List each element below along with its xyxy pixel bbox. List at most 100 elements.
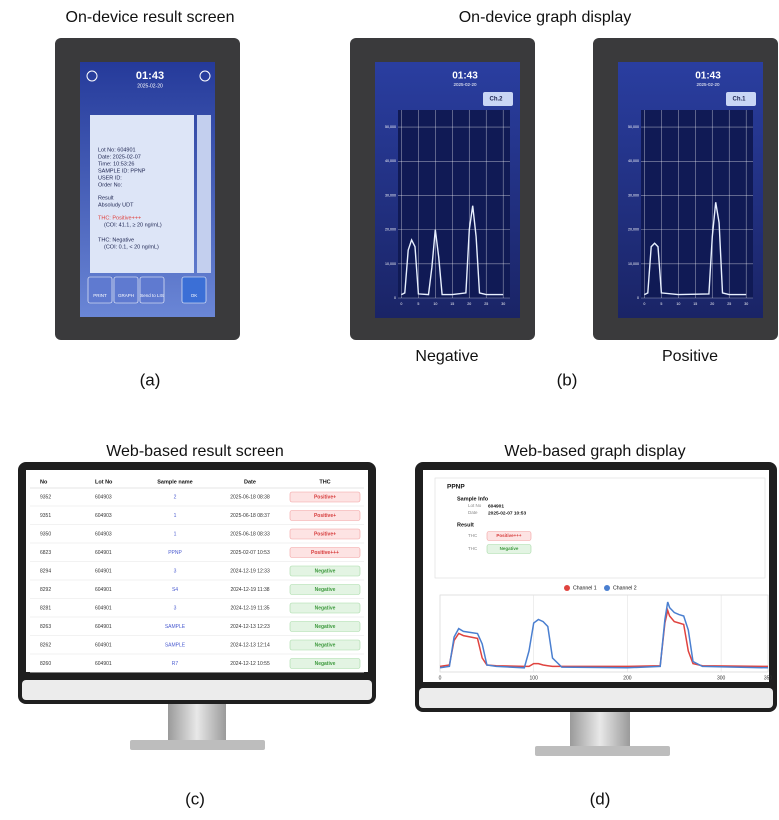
panel-caption: (a) — [140, 370, 161, 389]
panel-caption: (b) — [557, 370, 578, 389]
result-key: THC — [468, 533, 478, 538]
table-cell: 6823 — [40, 550, 51, 556]
y-tick-label: 30,000 — [385, 193, 396, 197]
table-header: Lot No — [95, 479, 113, 485]
x-tick-label: 300 — [717, 675, 726, 681]
info-key: Lot No — [468, 503, 482, 508]
table-cell: 2025-02-07 10:53 — [230, 550, 270, 556]
status-time: 01:43 — [695, 71, 721, 82]
x-tick-label: 5 — [660, 302, 662, 306]
status-time: 01:43 — [452, 71, 478, 82]
table-cell: 2025-06-18 08:37 — [230, 513, 270, 519]
device-button — [88, 277, 112, 303]
table-cell: 604901 — [95, 568, 112, 574]
status-date: 2025-02-20 — [696, 82, 720, 87]
device-button — [140, 277, 164, 303]
monitor-base — [535, 746, 670, 756]
x-tick-label: 10 — [433, 302, 437, 306]
x-tick-label: 25 — [484, 302, 488, 306]
y-tick-label: 40,000 — [385, 159, 396, 163]
status-date: 2025-02-20 — [137, 83, 163, 89]
table-cell: 604901 — [95, 661, 112, 667]
x-tick-label: 25 — [727, 302, 731, 306]
x-tick-label: 0 — [400, 302, 402, 306]
panel-title: On-device result screen — [66, 9, 235, 26]
table-cell: 2 — [174, 494, 177, 500]
legend-label: Channel 1 — [573, 585, 597, 591]
device-button-label: OK — [191, 293, 198, 298]
x-tick-label: 0 — [439, 675, 442, 681]
table-cell: Positive+ — [314, 494, 336, 500]
panel-title: Web-based result screen — [106, 443, 284, 460]
result-value: Positive+++ — [496, 533, 522, 538]
thc-result: THC: Negative — [98, 237, 134, 243]
panel-caption: (c) — [185, 789, 205, 808]
table-cell: Negative — [315, 605, 336, 611]
graph-label: Positive — [662, 348, 718, 365]
scroll-column — [197, 115, 211, 273]
table-cell: Negative — [315, 568, 336, 574]
table-cell: 2024-12-13 12:23 — [230, 624, 270, 630]
figure: On-device result screen01:432025-02-20Lo… — [0, 0, 779, 820]
result-line: Order No: — [98, 182, 123, 188]
result-method: Absoludy UDT — [98, 202, 134, 208]
table-cell: Positive+ — [314, 513, 336, 519]
thc-coi: (COI: 0.1, < 20 ng/mL) — [104, 244, 159, 250]
table-cell: 8260 — [40, 661, 51, 667]
y-tick-label: 0 — [394, 296, 396, 300]
table-cell: 604903 — [95, 531, 112, 537]
thc-result: THC: Positive+++ — [98, 215, 141, 221]
y-tick-label: 50,000 — [628, 125, 639, 129]
plot-area — [398, 110, 510, 298]
table-cell: 604901 — [95, 624, 112, 630]
table-cell: Positive+++ — [311, 550, 339, 556]
result-line: Lot No: 604901 — [98, 147, 136, 153]
y-tick-label: 10,000 — [628, 262, 639, 266]
status-date: 2025-02-20 — [453, 82, 477, 87]
table-cell: 3 — [174, 568, 177, 574]
monitor-stand — [570, 712, 630, 748]
y-tick-label: 50,000 — [385, 125, 396, 129]
table-cell: Negative — [315, 642, 336, 648]
device-button-label: PRINT — [93, 293, 107, 298]
table-cell: 9350 — [40, 531, 51, 537]
device-button — [114, 277, 138, 303]
table-cell: 9352 — [40, 494, 51, 500]
x-tick-label: 20 — [467, 302, 471, 306]
table-cell: PPNP — [168, 550, 182, 556]
table-cell: 604903 — [95, 494, 112, 500]
table-cell: 2024-12-13 12:14 — [230, 642, 270, 648]
table-cell: 1 — [174, 531, 177, 537]
table-header: Sample name — [157, 479, 192, 485]
device-button-label: GRAPH — [118, 293, 134, 298]
x-tick-label: 100 — [530, 675, 539, 681]
sample-name: PPNP — [447, 484, 465, 491]
x-tick-label: 15 — [693, 302, 697, 306]
table-cell: 1 — [174, 513, 177, 519]
info-value: 604901 — [488, 503, 504, 509]
table-cell: 3 — [174, 605, 177, 611]
result-line: Time: 10:53:26 — [98, 161, 134, 167]
legend-label: Channel 2 — [613, 585, 637, 591]
panel-caption: (d) — [590, 789, 611, 808]
channel-label: Ch.2 — [489, 97, 503, 103]
table-cell: Positive+ — [314, 531, 336, 537]
table-header: THC — [319, 479, 330, 485]
info-card — [435, 478, 765, 578]
panel-title: Web-based graph display — [504, 443, 685, 460]
monitor-chin — [22, 680, 372, 700]
x-tick-label: 10 — [676, 302, 680, 306]
table-header: Date — [244, 479, 256, 485]
monitor-chin — [419, 688, 773, 708]
legend-marker — [564, 585, 570, 591]
table-cell: SAMPLE — [165, 642, 186, 648]
thc-coi: (COI: 41.1, ≥ 20 ng/mL) — [104, 222, 162, 228]
x-tick-label: 30 — [744, 302, 748, 306]
y-tick-label: 20,000 — [628, 228, 639, 232]
monitor-base — [130, 740, 265, 750]
table-cell: 2024-12-19 12:33 — [230, 568, 270, 574]
table-cell: 2024-12-19 11:38 — [230, 587, 269, 593]
x-tick-label: 30 — [501, 302, 505, 306]
result-line: Date: 2025-02-07 — [98, 154, 141, 160]
table-cell: 604901 — [95, 550, 112, 556]
